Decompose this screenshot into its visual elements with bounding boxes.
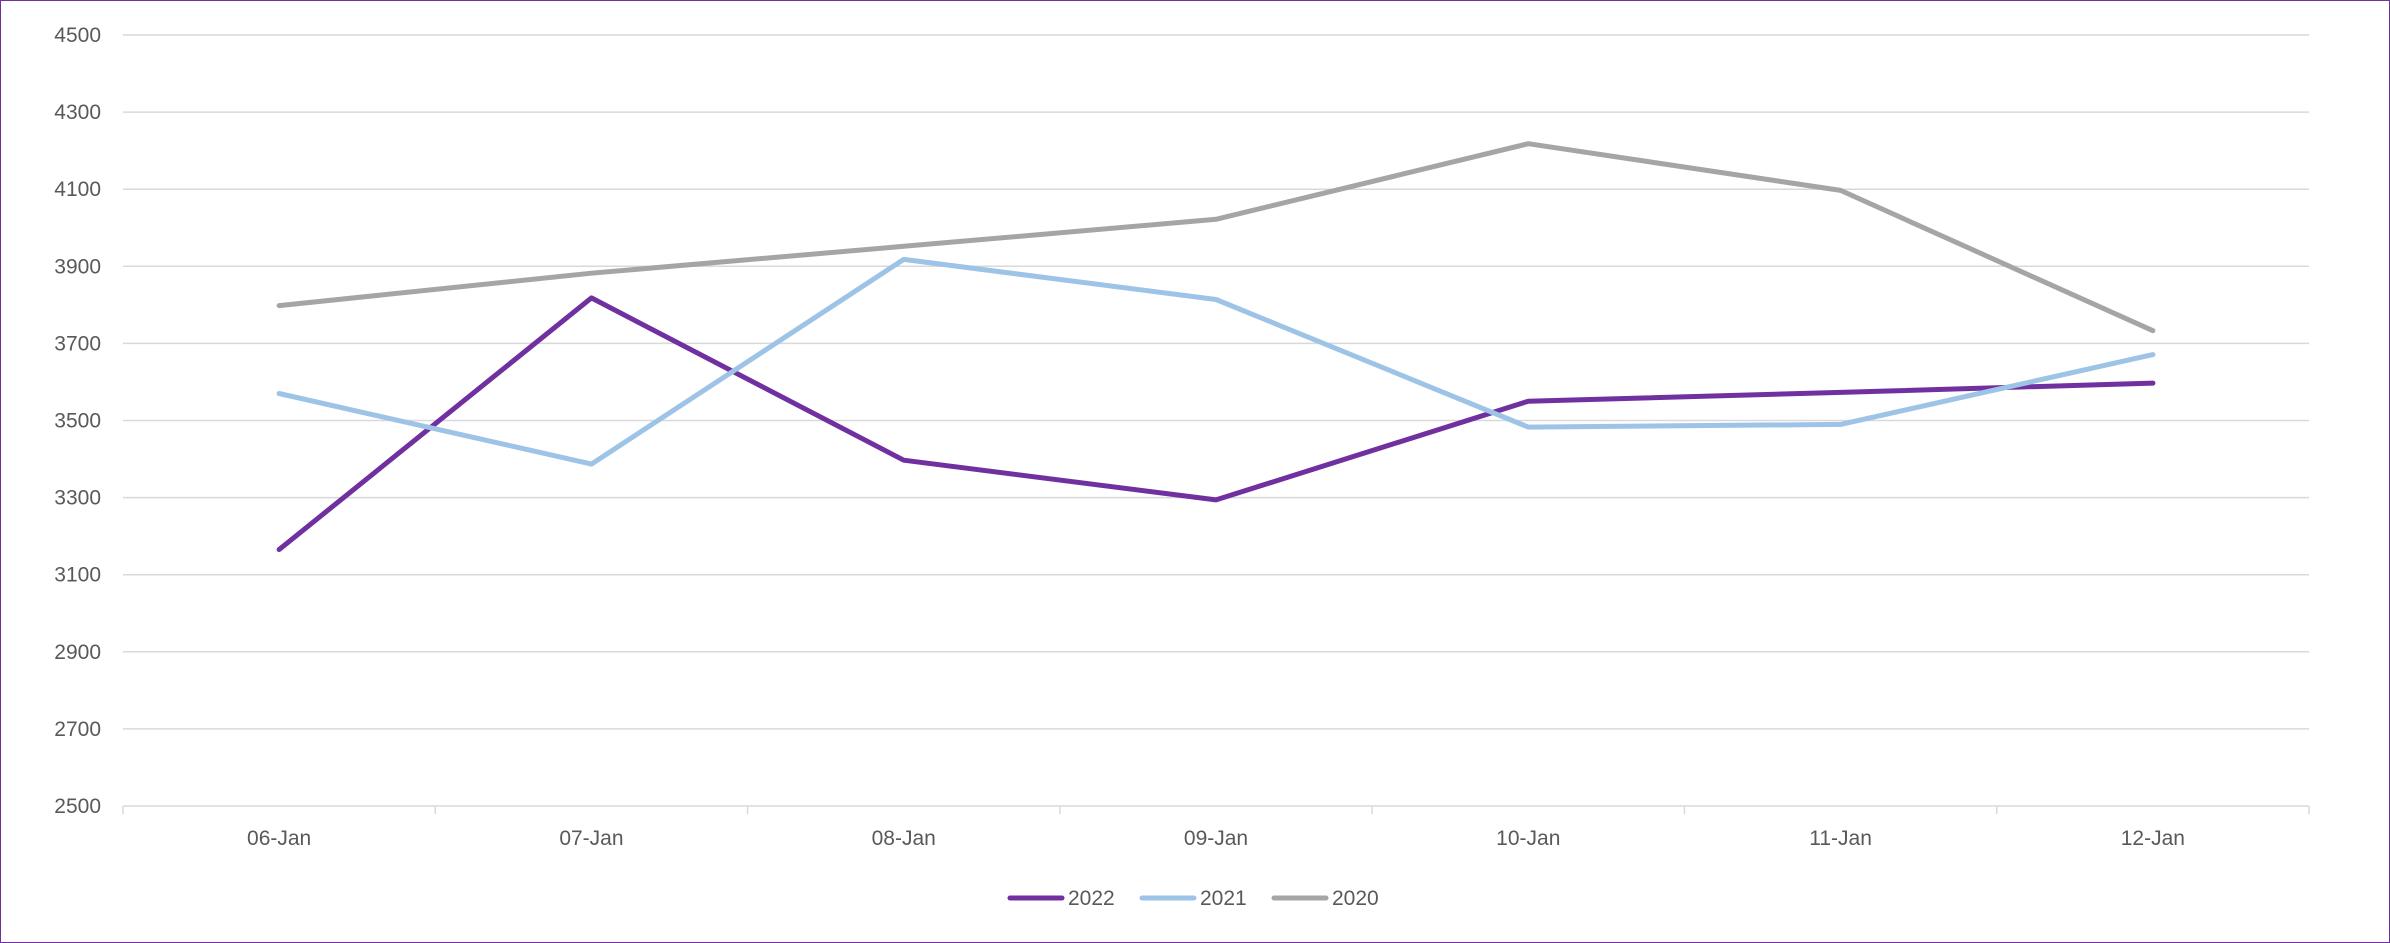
y-tick-label: 4500: [54, 24, 101, 47]
legend-item-2022: 2022: [1007, 887, 1115, 910]
x-axis: [122, 805, 2310, 814]
y-tick-label: 3500: [54, 410, 101, 433]
series-line-2020: [276, 141, 2156, 334]
y-tick-label: 4300: [54, 101, 101, 124]
series-line-2022: [276, 295, 2156, 553]
x-tick-label: 06-Jan: [247, 827, 311, 850]
legend-label: 2022: [1068, 887, 1115, 910]
legend-item-2020: 2020: [1271, 887, 1379, 910]
x-tick-label: 09-Jan: [1184, 827, 1248, 850]
series-lines: [276, 141, 2156, 553]
x-tick-label: 10-Jan: [1496, 827, 1560, 850]
legend: 2022 2021 2020: [1007, 887, 1379, 910]
y-tick-label: 3100: [54, 564, 101, 587]
gridlines: [123, 34, 2309, 730]
x-axis-labels: 06-Jan 07-Jan 08-Jan 09-Jan 10-Jan 11-Jan 12-J…: [247, 827, 2185, 850]
legend-label: 2021: [1200, 887, 1247, 910]
y-tick-label: 2500: [54, 795, 101, 818]
legend-item-2021: 2021: [1139, 887, 1247, 910]
legend-label: 2020: [1332, 887, 1379, 910]
x-tick-label: 07-Jan: [559, 827, 623, 850]
y-tick-label: 2700: [54, 718, 101, 741]
y-axis-labels: 2500 2700 2900 3100 3300 3500 3700 3900 4100 4300…: [54, 24, 101, 818]
y-tick-label: 3700: [54, 332, 101, 355]
x-tick-label: 12-Jan: [2121, 827, 2185, 850]
x-tick-label: 11-Jan: [1809, 827, 1872, 850]
y-tick-label: 3300: [54, 487, 101, 510]
y-tick-label: 3900: [54, 255, 101, 278]
y-tick-label: 4100: [54, 178, 101, 201]
x-tick-label: 08-Jan: [872, 827, 936, 850]
y-tick-label: 2900: [54, 641, 101, 664]
series-line-2021: [276, 256, 2156, 467]
